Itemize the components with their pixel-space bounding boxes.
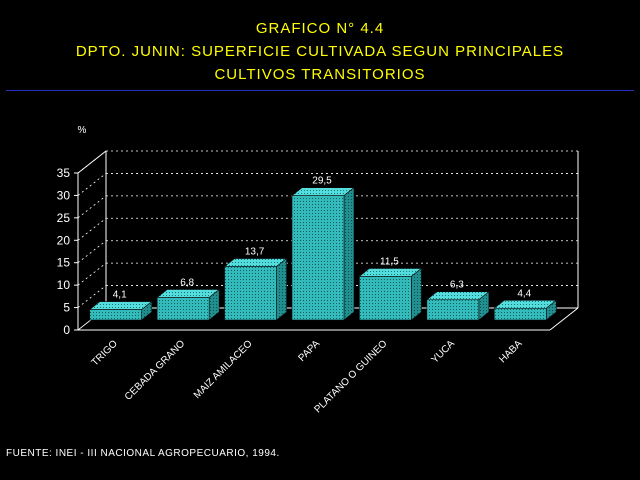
chart-title-line-1: GRAFICO N° 4.4 (255, 20, 385, 37)
bar-front (224, 266, 277, 321)
bar (426, 291, 490, 321)
chart-title-line-3: CULTIVOS TRANSITORIOS (214, 66, 426, 83)
side-gridline (77, 285, 107, 308)
bar-top (358, 268, 423, 277)
side-gridline (77, 240, 107, 264)
y-tick-label: 30 (57, 188, 71, 202)
bar (88, 300, 153, 321)
bar-top (88, 301, 153, 310)
side-gridline (77, 195, 107, 219)
bar-top (291, 187, 355, 196)
bar-side (411, 267, 422, 321)
y-tick-label: 35 (57, 166, 71, 180)
bar-side (343, 187, 355, 321)
bar-top (426, 291, 490, 301)
chart-source-note: FUENTE: INEI - III NACIONAL AGROPECUARIO… (6, 448, 280, 459)
x-tick-label: PLATANO O GUINEO (312, 338, 389, 415)
bar-side (276, 257, 287, 321)
x-tick-label: CEBADA GRANO (123, 338, 188, 403)
bar (358, 267, 423, 321)
bar (156, 288, 220, 321)
y-tick-label: 25 (57, 211, 71, 225)
y-tick-label: 10 (57, 278, 71, 292)
bar-value-label: 4,1 (113, 290, 127, 301)
bar-front (426, 299, 480, 321)
y-axis-label: % (78, 125, 87, 136)
bar-top (493, 299, 558, 309)
bar-top (223, 258, 288, 267)
y-tick-label: 5 (63, 301, 70, 315)
chart-title-line-2: DPTO. JUNIN: SUPERFICIE CULTIVADA SEGUN … (75, 43, 565, 60)
bar-top (156, 289, 220, 298)
x-tick-label: HABA (497, 338, 524, 365)
bar-value-label: 6,3 (450, 280, 464, 291)
bar-value-label: 11,5 (380, 256, 399, 267)
bar (223, 257, 288, 321)
bar (493, 299, 558, 321)
chart-bars (88, 187, 558, 321)
title-divider (6, 90, 634, 91)
y-tick-label: 15 (57, 256, 71, 270)
bar-value-label: 6,8 (180, 277, 194, 288)
x-tick-label: TRIGO (90, 338, 120, 368)
bar-front (359, 276, 412, 321)
bar-front (493, 307, 547, 321)
y-tick-label: 0 (63, 323, 70, 337)
side-gridline (77, 217, 107, 241)
floor-right-edge (549, 307, 579, 331)
bar-value-label: 29,5 (312, 176, 332, 187)
side-wall-top-edge (77, 150, 107, 174)
y-tick-label: 20 (57, 233, 71, 247)
bar-value-label: 4,4 (517, 288, 531, 299)
x-tick-label: YUCA (430, 338, 458, 366)
side-gridline (77, 173, 107, 196)
bar-front (89, 309, 143, 321)
bar-front (291, 195, 345, 321)
bar (291, 187, 355, 321)
bar-front (156, 297, 210, 321)
x-tick-label: MAIZ AMILACEO (192, 338, 255, 401)
side-gridline (77, 262, 107, 286)
bar-value-label: 13,7 (245, 247, 265, 258)
x-tick-label: PAPA (297, 338, 323, 364)
